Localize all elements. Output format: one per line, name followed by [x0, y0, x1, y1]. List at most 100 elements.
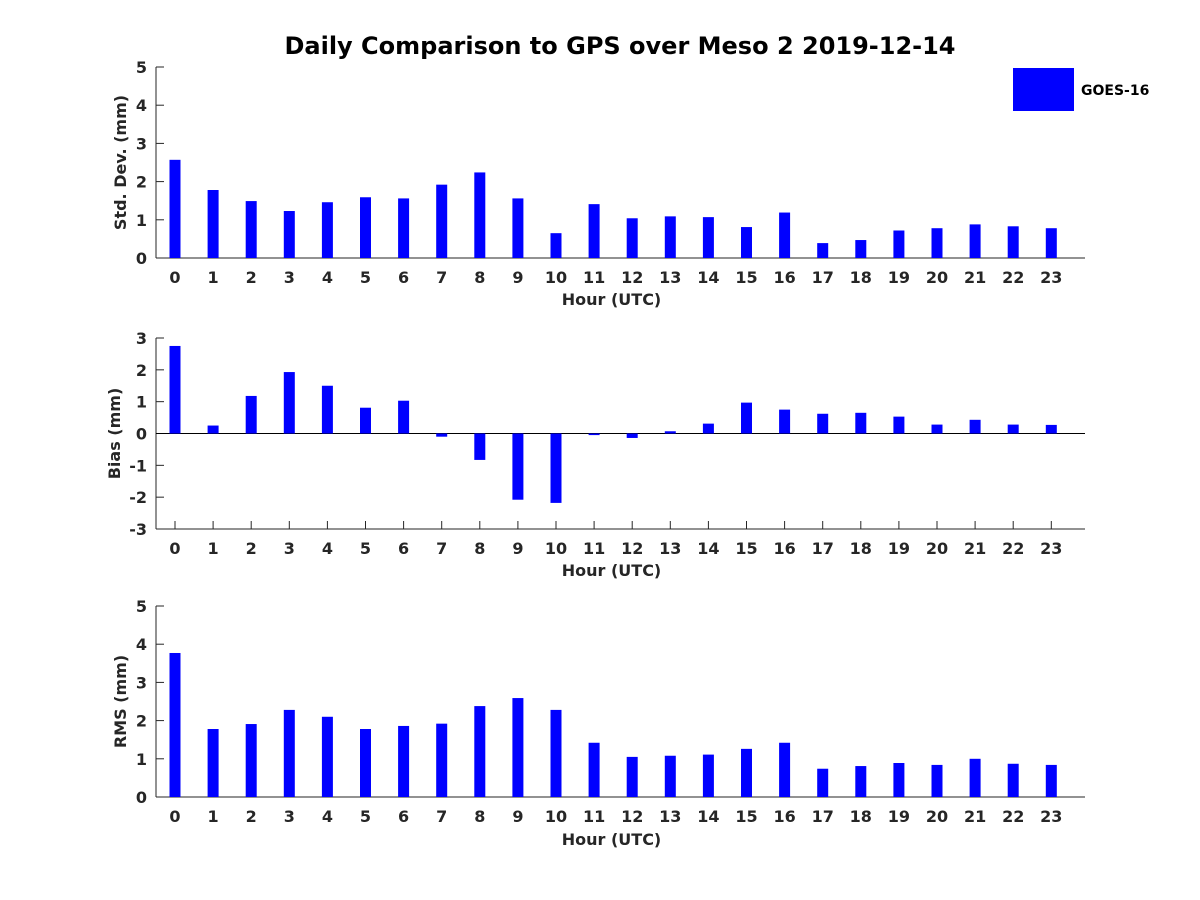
bar-bias-hour-4 — [321, 385, 333, 434]
x-tick-label: 23 — [1040, 268, 1062, 287]
bar-rms-hour-15 — [741, 748, 752, 797]
x-tick-label: 22 — [1002, 807, 1024, 826]
x-tick-label: 20 — [926, 539, 948, 558]
bar-std-dev-hour-3 — [283, 211, 295, 258]
legend: GOES-16 — [1013, 68, 1149, 111]
x-tick-label: 18 — [850, 268, 872, 287]
bar-std-dev-hour-23 — [1045, 228, 1057, 258]
y-tick-label: 3 — [136, 134, 147, 153]
y-axis-label: RMS (mm) — [111, 655, 130, 748]
bar-rms-hour-5 — [360, 729, 371, 797]
x-tick-label: 0 — [169, 807, 180, 826]
x-tick-label: 1 — [208, 539, 219, 558]
x-tick-label: 10 — [545, 268, 567, 287]
bar-bias-hour-6 — [398, 400, 410, 434]
x-tick-label: 8 — [474, 268, 485, 287]
bar-std-dev-hour-7 — [436, 184, 448, 258]
x-tick-label: 17 — [812, 268, 834, 287]
x-tick-label: 23 — [1040, 807, 1062, 826]
bar-bias-hour-2 — [245, 395, 257, 434]
x-tick-label: 3 — [284, 807, 295, 826]
bar-bias-hour-10 — [550, 433, 562, 503]
bar-bias-hour-12 — [626, 433, 638, 438]
y-tick-label: -3 — [129, 520, 147, 539]
y-tick-label: 3 — [136, 329, 147, 348]
bar-bias-hour-0 — [169, 345, 181, 434]
bar-bias-hour-5 — [360, 407, 371, 434]
bar-rms-hour-12 — [626, 756, 638, 797]
y-axis-label: Bias (mm) — [105, 388, 124, 480]
x-tick-label: 23 — [1040, 539, 1062, 558]
y-tick-label: 1 — [136, 750, 147, 769]
bar-rms-hour-10 — [550, 709, 562, 797]
bar-rms-hour-8 — [474, 706, 486, 797]
legend-label: GOES-16 — [1081, 83, 1149, 99]
x-tick-label: 2 — [246, 807, 257, 826]
x-tick-label: 13 — [659, 807, 681, 826]
x-tick-label: 1 — [208, 268, 219, 287]
bar-std-dev-hour-19 — [893, 230, 905, 258]
bar-bias-hour-17 — [817, 413, 829, 434]
bar-bias-hour-7 — [436, 433, 448, 437]
x-tick-label: 0 — [169, 539, 180, 558]
bar-std-dev-hour-9 — [512, 198, 524, 258]
x-tick-label: 5 — [360, 268, 371, 287]
y-tick-label: 2 — [136, 712, 147, 731]
x-tick-label: 8 — [474, 807, 485, 826]
bar-std-dev-hour-8 — [474, 172, 486, 258]
x-tick-label: 12 — [621, 539, 643, 558]
bar-rms-hour-19 — [893, 763, 905, 797]
bar-rms-hour-20 — [931, 764, 943, 797]
y-tick-label: 2 — [136, 361, 147, 380]
y-tick-label: -2 — [129, 488, 147, 507]
y-axis-label: Std. Dev. (mm) — [111, 95, 130, 230]
x-tick-label: 20 — [926, 268, 948, 287]
bar-std-dev-hour-12 — [626, 218, 638, 258]
legend-swatch — [1013, 68, 1074, 111]
bar-bias-hour-20 — [931, 424, 943, 434]
bar-std-dev-hour-6 — [398, 198, 410, 258]
bar-rms-hour-9 — [512, 698, 524, 797]
x-tick-label: 12 — [621, 268, 643, 287]
x-tick-label: 22 — [1002, 539, 1024, 558]
bar-bias-hour-11 — [588, 433, 600, 436]
x-tick-label: 7 — [436, 807, 447, 826]
bar-rms-hour-4 — [321, 716, 333, 797]
bar-bias-hour-1 — [207, 425, 219, 434]
x-tick-label: 15 — [735, 807, 757, 826]
bar-rms-hour-2 — [245, 724, 257, 797]
bar-std-dev-hour-17 — [817, 243, 829, 258]
x-tick-label: 15 — [735, 539, 757, 558]
y-tick-label: 1 — [136, 211, 147, 230]
x-tick-label: 12 — [621, 807, 643, 826]
bar-rms-hour-6 — [398, 725, 410, 797]
bar-rms-hour-11 — [588, 742, 600, 797]
x-tick-label: 6 — [398, 268, 409, 287]
x-tick-label: 9 — [512, 268, 523, 287]
x-tick-label: 9 — [512, 539, 523, 558]
bar-rms-hour-17 — [817, 768, 829, 797]
x-tick-label: 6 — [398, 807, 409, 826]
x-tick-label: 19 — [888, 539, 910, 558]
x-tick-label: 10 — [545, 807, 567, 826]
bar-rms-hour-21 — [969, 758, 981, 797]
bar-bias-hour-14 — [702, 423, 714, 434]
x-tick-label: 19 — [888, 268, 910, 287]
bar-std-dev-hour-5 — [360, 197, 371, 258]
bar-rms-hour-18 — [855, 766, 867, 797]
bar-std-dev-hour-10 — [550, 233, 562, 258]
y-tick-label: 1 — [136, 393, 147, 412]
x-tick-label: 6 — [398, 539, 409, 558]
x-tick-label: 18 — [850, 539, 872, 558]
bar-rms-hour-3 — [283, 709, 295, 797]
x-tick-label: 13 — [659, 539, 681, 558]
x-tick-label: 11 — [583, 539, 605, 558]
y-tick-label: 3 — [136, 673, 147, 692]
bar-rms-hour-1 — [207, 729, 219, 797]
x-tick-label: 14 — [697, 539, 719, 558]
x-tick-label: 2 — [246, 268, 257, 287]
bar-bias-hour-19 — [893, 416, 905, 434]
x-tick-label: 17 — [812, 539, 834, 558]
